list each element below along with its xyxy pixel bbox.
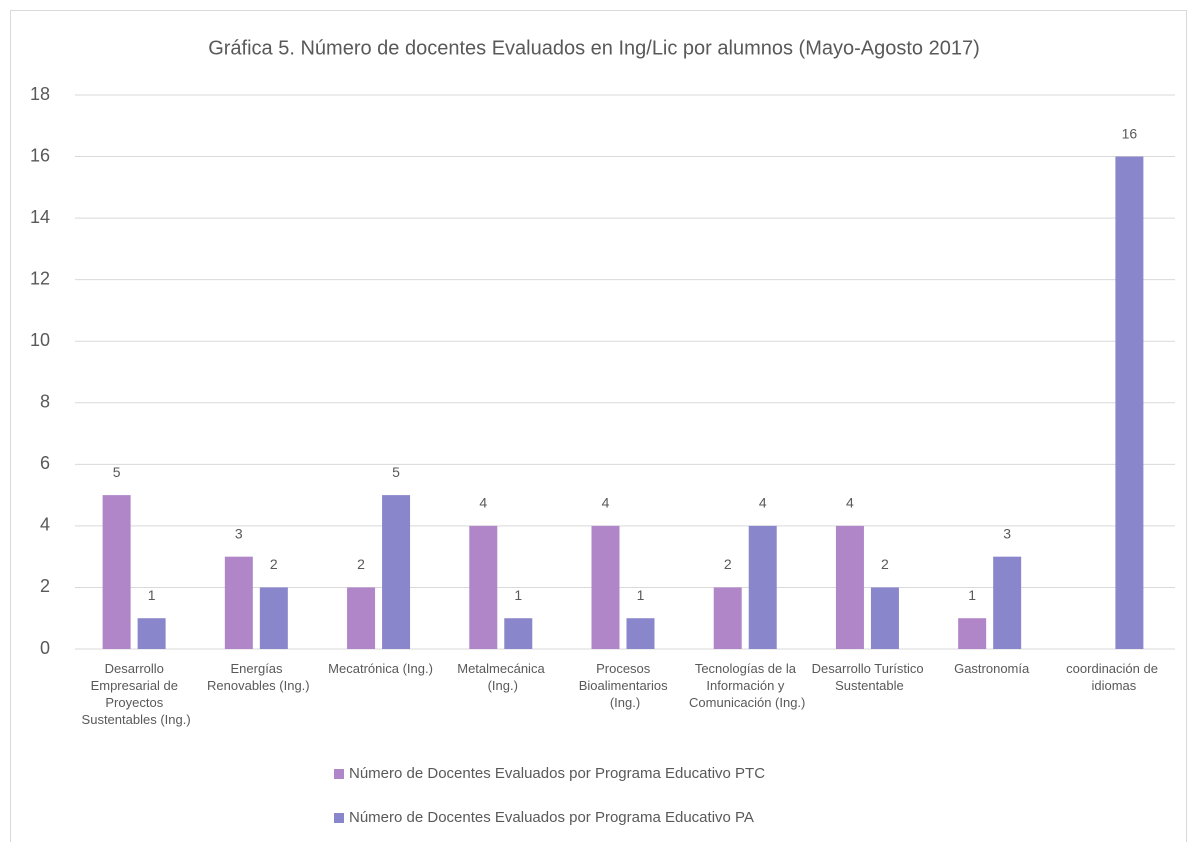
chart-border <box>10 10 1187 842</box>
value-label: 2 <box>724 556 732 572</box>
y-tick-label: 14 <box>30 207 50 227</box>
value-label: 4 <box>759 495 767 511</box>
bar <box>469 525 498 649</box>
bar <box>713 587 742 649</box>
y-tick-label: 16 <box>30 145 50 165</box>
x-tick-label: Desarrollo Empresarial de Proyectos Sust… <box>82 661 191 727</box>
x-tick-label: coordinación de idiomas <box>1066 661 1161 693</box>
value-label: 1 <box>968 587 976 603</box>
y-tick-label: 0 <box>40 638 50 658</box>
x-tick-label: Tecnologías de la Información y Comunica… <box>689 661 805 710</box>
y-tick-label: 6 <box>40 453 50 473</box>
value-label: 5 <box>392 464 400 480</box>
y-tick-label: 4 <box>40 515 50 535</box>
bar <box>224 556 253 649</box>
value-label: 2 <box>270 556 278 572</box>
x-tick-label: Gastronomía <box>954 661 1030 676</box>
x-tick-label: Mecatrónica (Ing.) <box>328 661 433 676</box>
value-label: 3 <box>1003 525 1011 541</box>
y-tick-label: 18 <box>30 84 50 104</box>
bar <box>993 556 1022 649</box>
legend-label: Número de Docentes Evaluados por Program… <box>349 765 765 782</box>
value-label: 1 <box>148 587 156 603</box>
y-tick-label: 8 <box>40 392 50 412</box>
value-label: 5 <box>113 464 121 480</box>
y-tick-label: 2 <box>40 576 50 596</box>
bar <box>591 525 620 649</box>
value-label: 4 <box>846 495 854 511</box>
y-tick-label: 10 <box>30 330 50 350</box>
bar <box>958 618 987 649</box>
x-tick-label: Metalmecánica (Ing.) <box>457 661 548 693</box>
x-tick-label: Procesos Bioalimentarios (Ing.) <box>579 661 672 710</box>
value-label: 3 <box>235 525 243 541</box>
bar <box>102 495 131 649</box>
value-label: 4 <box>602 495 610 511</box>
bar <box>382 495 411 649</box>
value-label: 1 <box>514 587 522 603</box>
value-label: 16 <box>1122 125 1138 141</box>
legend-label: Número de Docentes Evaluados por Program… <box>349 809 754 826</box>
bar <box>870 587 899 649</box>
x-tick-label: Energías Renovables (Ing.) <box>207 661 310 693</box>
chart-title: Gráfica 5. Número de docentes Evaluados … <box>208 37 980 59</box>
bar <box>347 587 376 649</box>
legend-swatch <box>334 769 344 779</box>
bar <box>259 587 288 649</box>
value-label: 1 <box>637 587 645 603</box>
bar <box>1115 156 1144 650</box>
value-label: 2 <box>881 556 889 572</box>
x-tick-label: Desarrollo Turístico Sustentable <box>812 661 928 693</box>
bar <box>137 618 166 649</box>
bar <box>504 618 533 649</box>
bar <box>748 525 777 649</box>
y-tick-label: 12 <box>30 268 50 288</box>
bar <box>835 525 864 649</box>
value-label: 4 <box>479 495 487 511</box>
value-label: 2 <box>357 556 365 572</box>
bar <box>626 618 655 649</box>
legend-swatch <box>334 813 344 823</box>
